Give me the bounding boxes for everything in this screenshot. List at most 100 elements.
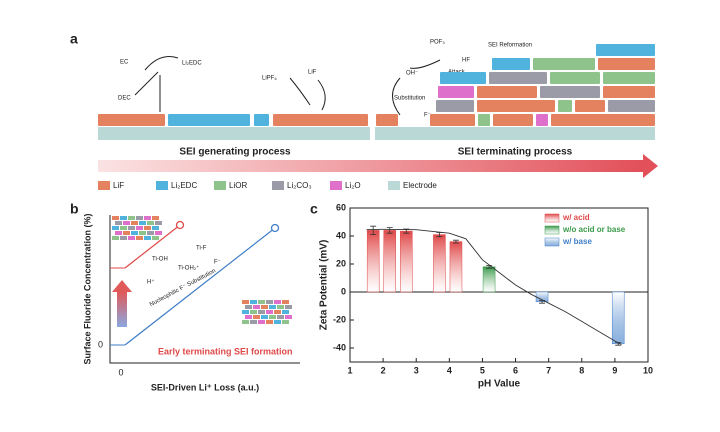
end-marker [175, 220, 185, 230]
inset-brick [136, 236, 143, 240]
x-tick-label: 1 [347, 365, 352, 375]
sei-brick [489, 72, 547, 84]
y-tick-label: 60 [336, 202, 346, 212]
inset-brick [250, 310, 257, 314]
legend-label: Electrode [403, 181, 437, 190]
error-bar [452, 239, 459, 244]
x-label: SEI-Driven Li⁺ Loss (a.u.) [151, 382, 259, 392]
inset-brick [144, 216, 151, 220]
inset-brick [144, 236, 151, 240]
inset-brick [136, 226, 143, 230]
inset-brick [285, 315, 292, 319]
sei-brick [436, 100, 474, 112]
inset-brick [131, 231, 138, 235]
inset-brick [269, 315, 276, 319]
x-tick-label: 10 [643, 365, 653, 375]
inset-brick [123, 231, 130, 235]
molecule: HF [462, 58, 470, 64]
inset-brick [253, 305, 260, 309]
arrow [144, 56, 179, 71]
x-tick-label: 2 [381, 365, 386, 375]
species: H⁺ [147, 279, 155, 286]
plot-frame [349, 207, 649, 363]
sei-brick [608, 100, 655, 112]
bar [482, 266, 496, 293]
inset-brick [120, 216, 127, 220]
legend-swatch [272, 181, 284, 190]
sei-brick [168, 114, 250, 126]
panel-label: c [310, 201, 318, 217]
inset-brick [147, 231, 154, 235]
sei-brick [603, 86, 655, 98]
inset-brick [258, 300, 265, 304]
sei-brick [536, 114, 548, 126]
end-marker [270, 223, 280, 233]
inset-brick [152, 216, 159, 220]
x-tick-label: 9 [612, 365, 617, 375]
caption: Early terminating SEI formation [158, 346, 293, 356]
inset-brick [269, 305, 276, 309]
inset-brick [147, 221, 154, 225]
sei-brick [575, 100, 605, 112]
arrow [117, 292, 127, 327]
bar [366, 230, 380, 293]
annotation: Substitution [394, 96, 425, 102]
inset-brick [242, 320, 249, 324]
inset-brick [253, 315, 260, 319]
bar [449, 241, 463, 293]
sei-brick [598, 58, 655, 70]
panel-label: b [70, 201, 79, 217]
y-tick-label: -20 [333, 314, 346, 324]
inset-brick [155, 221, 162, 225]
sei-brick [477, 86, 537, 98]
sei-brick [477, 100, 555, 112]
arrow-head [112, 280, 132, 292]
error-bar [370, 225, 377, 235]
sei-brick [540, 86, 600, 98]
inset-brick [282, 300, 289, 304]
inset-brick [112, 226, 119, 230]
inset-brick [112, 216, 119, 220]
mechanism: Nucleophilic F⁻ Substitution [149, 268, 217, 308]
bar [433, 234, 446, 293]
species: Ti-OH [152, 257, 168, 263]
inset-brick [266, 320, 273, 324]
axis [109, 215, 300, 364]
molecule: POF₃ [430, 40, 445, 46]
arrow [317, 79, 326, 111]
molecule: OH⁻ [406, 71, 418, 77]
x-tick-label: 8 [579, 365, 584, 375]
trend-line [124, 224, 181, 269]
x-tick-label: 4 [447, 365, 452, 375]
inset-brick [266, 310, 273, 314]
inset-brick [261, 305, 268, 309]
sei-brick [430, 114, 475, 126]
inset-brick [258, 310, 265, 314]
legend-swatch [544, 213, 560, 223]
bar [611, 291, 625, 345]
inset-brick [250, 300, 257, 304]
x-label: pH Value [478, 379, 521, 390]
bar [383, 230, 396, 293]
process-label: SEI terminating process [458, 147, 573, 158]
panel-c: c -40 -20 0 20 40 60 1 2 3 4 5 6 7 8 9 10 pH Value Zeta Po… [310, 201, 653, 390]
legend-label: w/o acid or base [562, 225, 626, 234]
electrode [98, 127, 370, 140]
molecule: F⁻ [424, 113, 431, 119]
molecule: DEC [118, 96, 131, 102]
molecule: Li₂EDC [182, 61, 202, 67]
y-tick-label: 0 [98, 339, 103, 349]
sei-brick [492, 58, 530, 70]
inset-brick [120, 236, 127, 240]
inset-brick [128, 236, 135, 240]
sei-brick [603, 72, 655, 84]
sei-brick [440, 72, 486, 84]
species: F⁻ [214, 260, 221, 266]
process-label: SEI generating process [179, 147, 291, 158]
inset-brick [139, 231, 146, 235]
error-bar [386, 227, 393, 234]
sei-brick [558, 100, 572, 112]
molecule: EC [120, 60, 129, 66]
inset-brick [131, 221, 138, 225]
